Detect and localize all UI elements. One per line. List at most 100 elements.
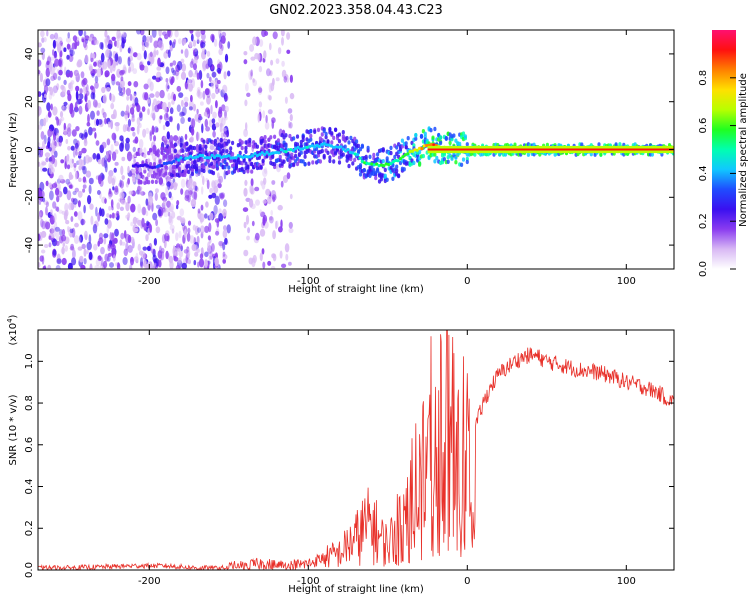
noise-speckle — [255, 199, 260, 206]
noise-speckle — [146, 245, 151, 252]
noise-speckle — [64, 209, 69, 217]
noise-speckle — [171, 211, 176, 219]
noise-speckle — [243, 187, 248, 197]
ridge-point — [284, 133, 288, 138]
noise-speckle — [83, 258, 87, 265]
ridge-core-point — [317, 144, 321, 149]
ridge-core-point — [367, 162, 372, 166]
noise-speckle — [137, 203, 142, 214]
spectrogram-x-tick-label: 100 — [617, 276, 636, 287]
noise-speckle — [63, 79, 67, 86]
ridge-point — [419, 133, 424, 139]
noise-speckle — [197, 208, 201, 214]
noise-speckle — [150, 248, 156, 254]
noise-speckle — [90, 215, 94, 225]
noise-speckle — [194, 185, 198, 191]
ridge-core-point — [334, 145, 338, 149]
noise-speckle — [78, 30, 83, 37]
noise-speckle — [75, 85, 80, 92]
noise-speckle — [84, 35, 90, 41]
colorbar-tick-label: 0.2 — [698, 213, 709, 229]
noise-speckle — [125, 242, 129, 251]
noise-speckle — [107, 243, 112, 249]
noise-speckle — [280, 180, 284, 188]
noise-speckle — [218, 30, 222, 39]
snr-x-tick-label: -200 — [138, 576, 161, 587]
ridge-core-point — [189, 154, 193, 158]
ridge-point — [349, 135, 353, 141]
ridge-point — [263, 139, 267, 144]
noise-speckle — [73, 162, 77, 168]
noise-speckle — [217, 178, 222, 184]
noise-speckle — [170, 78, 174, 86]
ridge-point — [223, 165, 227, 170]
ridge-point — [261, 158, 265, 164]
noise-speckle — [80, 71, 85, 79]
noise-speckle — [204, 118, 208, 128]
noise-speckle — [72, 148, 76, 158]
noise-speckle — [200, 41, 206, 49]
ridge-core-point — [232, 156, 236, 160]
noise-speckle — [65, 155, 70, 165]
ridge-core-point — [146, 164, 150, 168]
noise-speckle — [129, 93, 133, 102]
ridge-point — [358, 163, 363, 168]
noise-speckle — [158, 259, 162, 268]
noise-speckle — [165, 78, 169, 83]
ridge-core-point — [284, 150, 288, 154]
ridge-point — [324, 131, 328, 137]
noise-speckle — [88, 177, 94, 185]
noise-speckle — [243, 128, 249, 138]
noise-speckle — [288, 121, 291, 129]
noise-speckle — [107, 59, 111, 69]
noise-speckle — [89, 263, 93, 269]
noise-speckle — [269, 42, 272, 51]
noise-speckle — [58, 57, 64, 68]
noise-speckle — [72, 190, 77, 196]
ridge-point — [294, 153, 298, 159]
noise-speckle — [89, 203, 94, 210]
ridge-core-point — [263, 152, 267, 156]
ridge-point — [336, 136, 340, 141]
spectrogram-y-tick-label: 20 — [24, 95, 35, 108]
noise-speckle — [97, 59, 102, 68]
noise-speckle — [165, 120, 170, 127]
ridge-point — [139, 180, 143, 185]
noise-speckle — [45, 78, 51, 87]
noise-speckle — [275, 58, 280, 64]
noise-speckle — [187, 179, 193, 190]
noise-speckle — [157, 40, 163, 48]
noise-speckle — [159, 115, 163, 120]
ridge-point — [168, 146, 172, 151]
noise-speckle — [281, 60, 285, 67]
noise-speckle — [146, 220, 150, 227]
noise-speckle — [272, 196, 276, 203]
ridge-core-point — [387, 162, 391, 167]
noise-speckle — [269, 216, 274, 224]
noise-speckle — [173, 181, 176, 187]
noise-speckle — [201, 47, 206, 55]
noise-speckle — [38, 198, 42, 205]
ridge-core-point — [279, 148, 283, 152]
ridge-point — [356, 143, 361, 149]
ridge-core-point — [193, 155, 197, 159]
ridge-point — [160, 150, 164, 155]
ridge-point — [463, 134, 467, 139]
noise-speckle — [54, 150, 58, 158]
noise-speckle — [171, 99, 175, 105]
noise-speckle — [180, 178, 186, 188]
noise-speckle — [91, 72, 95, 78]
noise-speckle — [109, 262, 114, 268]
noise-speckle — [49, 86, 53, 96]
noise-speckle — [176, 60, 183, 71]
noise-speckle — [73, 235, 80, 244]
noise-speckle — [77, 246, 83, 251]
ridge-point — [397, 173, 401, 178]
noise-speckle — [173, 39, 177, 45]
noise-speckle — [204, 225, 210, 233]
noise-speckle — [158, 177, 164, 185]
noise-speckle — [100, 208, 105, 217]
noise-speckle — [133, 256, 139, 262]
noise-speckle — [51, 90, 55, 97]
noise-speckle — [149, 35, 153, 43]
